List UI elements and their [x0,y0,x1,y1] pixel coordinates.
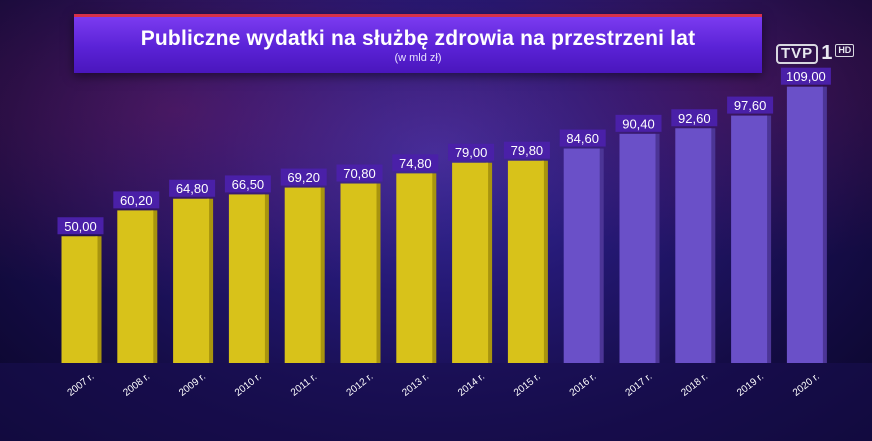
bar-shade [709,128,716,363]
chart-title: Publiczne wydatki na służbę zdrowia na p… [140,27,696,50]
bar-shade [597,148,604,363]
tvp1-hd-logo: TVP 1 HD [776,42,855,64]
bar [228,194,265,363]
value-label: 50,00 [64,219,97,234]
value-label: 60,20 [120,193,153,208]
bar-shade [430,173,437,363]
value-label: 92,60 [678,111,711,126]
value-label-box [224,175,271,193]
value-label: 90,40 [622,116,655,131]
value-label-box [392,154,439,172]
bar [340,183,377,363]
value-label: 79,80 [511,143,544,158]
bar-shade [765,115,772,363]
logo-number: 1 [821,42,833,64]
value-label: 70,80 [343,166,376,181]
bar [731,115,768,363]
bar [396,173,433,363]
bar-shade [95,236,102,363]
value-label: 64,80 [176,181,209,196]
value-label-box [448,143,495,161]
value-label: 69,20 [287,170,320,185]
value-label-box [113,191,160,209]
bar [452,162,489,363]
bar [675,128,712,363]
floor [0,363,872,441]
bar [173,198,210,363]
bar [563,148,600,363]
value-label-box [559,129,606,147]
value-label: 74,80 [399,156,432,171]
value-label-box [780,67,831,85]
value-label: 109,00 [786,69,826,84]
value-label: 97,60 [734,98,767,113]
value-label: 79,00 [455,145,488,160]
bar-shade [207,198,214,363]
value-label-box [57,217,104,235]
value-label: 84,60 [566,131,599,146]
bar [507,160,544,363]
value-label: 66,50 [232,177,265,192]
value-label-box [615,114,662,132]
bar [61,236,98,363]
value-label-box [671,109,718,127]
title-banner: Publiczne wydatki na służbę zdrowia na p… [74,14,762,73]
bar [284,187,321,363]
bar-shade [262,194,269,363]
bar [619,133,656,363]
bar [786,86,823,363]
bar-shade [653,133,660,363]
bar-shade [374,183,381,363]
bar-shade [318,187,325,363]
bar-shade [820,86,827,363]
value-label-box [280,168,327,186]
value-label-box [727,96,774,114]
bar [117,210,154,363]
value-label-box [336,164,383,182]
value-label-box [169,179,216,197]
logo-channel: TVP [776,44,819,64]
chart-subtitle: (w mld zł) [394,52,442,64]
logo-hd-badge: HD [835,44,855,57]
value-label-box [503,141,550,159]
bar-shade [541,160,548,363]
bar-shade [151,210,158,363]
bar-shade [486,162,493,363]
